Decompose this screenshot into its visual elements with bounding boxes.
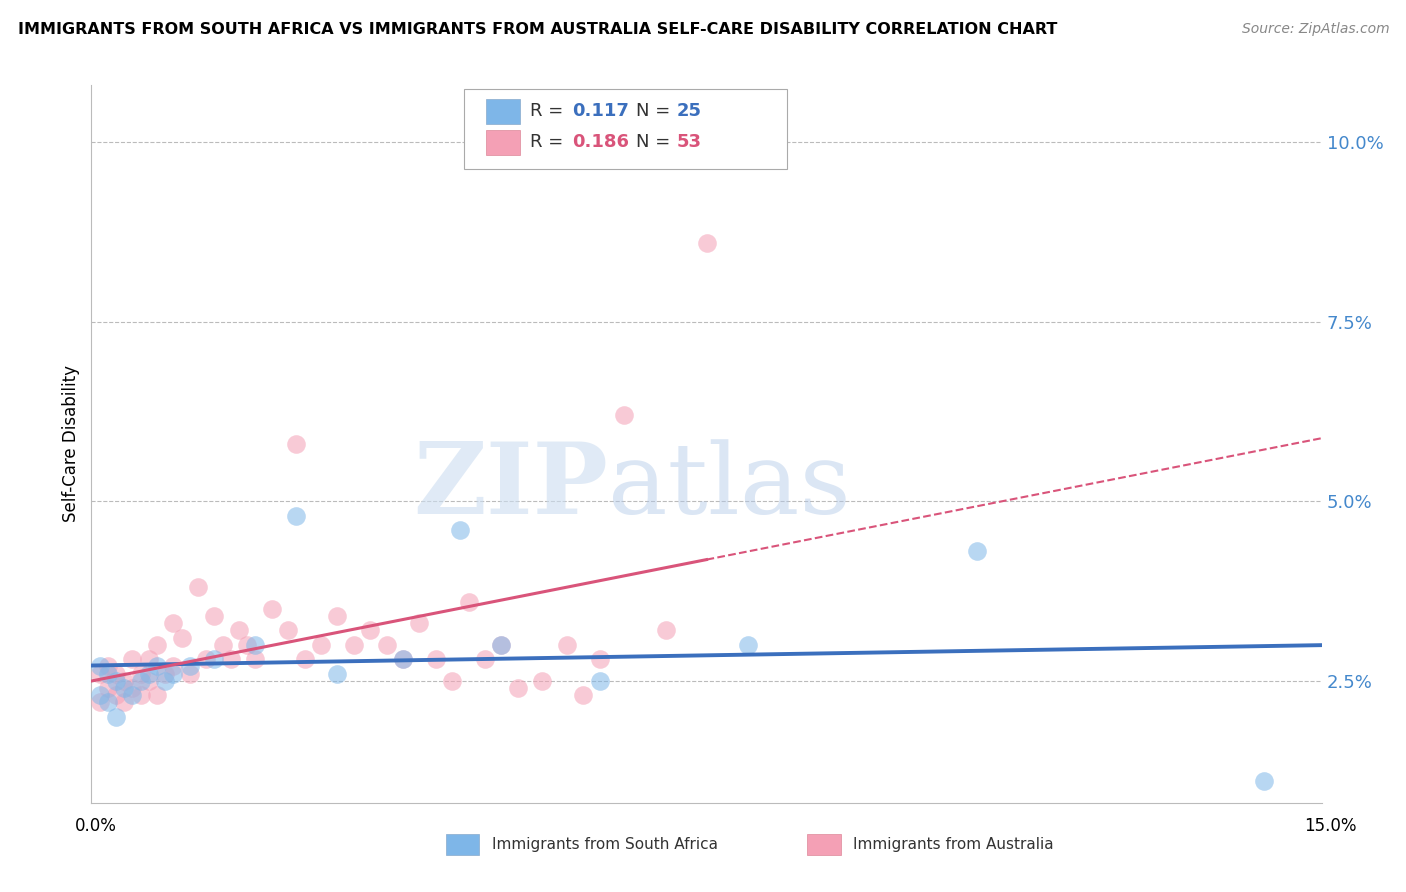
- Point: [392, 652, 415, 666]
- Point: [236, 638, 259, 652]
- Point: [425, 652, 447, 666]
- Point: [506, 681, 529, 695]
- Point: [153, 666, 177, 681]
- Point: [162, 616, 184, 631]
- Point: [129, 688, 152, 702]
- Point: [326, 666, 349, 681]
- Point: [97, 695, 120, 709]
- Point: [121, 652, 143, 666]
- Point: [89, 695, 111, 709]
- Point: [105, 666, 127, 681]
- Point: [613, 408, 636, 422]
- Text: 53: 53: [676, 133, 702, 151]
- Point: [589, 652, 612, 666]
- Point: [491, 638, 513, 652]
- Point: [491, 638, 513, 652]
- Point: [146, 659, 169, 673]
- Point: [112, 681, 135, 695]
- Point: [170, 631, 193, 645]
- Point: [202, 609, 225, 624]
- Point: [105, 688, 127, 702]
- Text: Source: ZipAtlas.com: Source: ZipAtlas.com: [1241, 22, 1389, 37]
- Point: [89, 666, 111, 681]
- Point: [1253, 774, 1275, 789]
- Text: 0.186: 0.186: [572, 133, 630, 151]
- Point: [449, 523, 471, 537]
- Point: [737, 638, 759, 652]
- Point: [309, 638, 332, 652]
- Point: [375, 638, 398, 652]
- Point: [146, 638, 169, 652]
- Y-axis label: Self-Care Disability: Self-Care Disability: [62, 365, 80, 523]
- Point: [441, 673, 464, 688]
- Text: IMMIGRANTS FROM SOUTH AFRICA VS IMMIGRANTS FROM AUSTRALIA SELF-CARE DISABILITY C: IMMIGRANTS FROM SOUTH AFRICA VS IMMIGRAN…: [18, 22, 1057, 37]
- Point: [695, 235, 717, 250]
- Point: [966, 544, 988, 558]
- Point: [326, 609, 349, 624]
- Text: ZIP: ZIP: [413, 438, 607, 535]
- Point: [285, 508, 308, 523]
- Point: [589, 673, 612, 688]
- Point: [129, 673, 152, 688]
- Point: [359, 624, 381, 638]
- Point: [343, 638, 366, 652]
- Point: [138, 673, 160, 688]
- Point: [97, 659, 120, 673]
- Point: [97, 681, 120, 695]
- Point: [187, 581, 209, 595]
- Point: [277, 624, 299, 638]
- Text: N =: N =: [636, 133, 669, 151]
- Point: [179, 659, 201, 673]
- Point: [162, 666, 184, 681]
- Point: [457, 595, 479, 609]
- Point: [138, 666, 160, 681]
- Point: [146, 688, 169, 702]
- Point: [112, 695, 135, 709]
- Point: [245, 638, 267, 652]
- Point: [97, 666, 120, 681]
- Point: [202, 652, 225, 666]
- Point: [162, 659, 184, 673]
- Point: [195, 652, 218, 666]
- Point: [531, 673, 554, 688]
- Point: [260, 602, 283, 616]
- Point: [285, 437, 308, 451]
- Point: [129, 666, 152, 681]
- Text: Immigrants from South Africa: Immigrants from South Africa: [492, 838, 718, 852]
- Point: [245, 652, 267, 666]
- Point: [121, 688, 143, 702]
- Text: R =: R =: [530, 133, 564, 151]
- Point: [219, 652, 242, 666]
- Point: [654, 624, 676, 638]
- Point: [112, 673, 135, 688]
- Text: 25: 25: [676, 102, 702, 120]
- Point: [89, 688, 111, 702]
- Text: Immigrants from Australia: Immigrants from Australia: [853, 838, 1054, 852]
- Point: [105, 709, 127, 723]
- Point: [228, 624, 250, 638]
- Point: [211, 638, 233, 652]
- Point: [408, 616, 430, 631]
- Text: atlas: atlas: [607, 439, 851, 534]
- Point: [179, 666, 201, 681]
- Point: [105, 673, 127, 688]
- Point: [474, 652, 496, 666]
- Text: 0.0%: 0.0%: [75, 817, 117, 835]
- Text: N =: N =: [636, 102, 669, 120]
- Point: [153, 673, 177, 688]
- Text: 15.0%: 15.0%: [1303, 817, 1357, 835]
- Text: 0.117: 0.117: [572, 102, 628, 120]
- Point: [138, 652, 160, 666]
- Point: [121, 681, 143, 695]
- Point: [294, 652, 316, 666]
- Point: [392, 652, 415, 666]
- Point: [572, 688, 595, 702]
- Point: [555, 638, 578, 652]
- Point: [89, 659, 111, 673]
- Text: R =: R =: [530, 102, 564, 120]
